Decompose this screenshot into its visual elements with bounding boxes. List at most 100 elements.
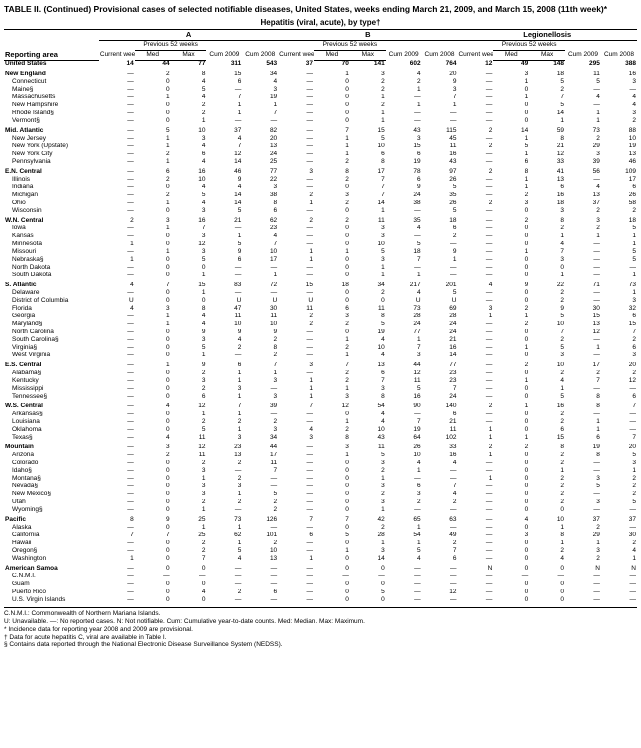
data-cell: 45 bbox=[422, 135, 458, 143]
data-cell: — bbox=[457, 264, 493, 272]
data-cell: 1 bbox=[135, 321, 171, 329]
data-cell: 7 bbox=[278, 403, 314, 411]
data-cell: — bbox=[278, 540, 314, 548]
data-cell: 2 bbox=[565, 524, 601, 532]
area-cell: Indiana bbox=[4, 184, 99, 192]
data-cell: 0 bbox=[135, 352, 171, 360]
data-cell: 5 bbox=[422, 184, 458, 192]
table-body: United States144477311543377014160276412… bbox=[4, 60, 637, 604]
data-cell: — bbox=[386, 589, 422, 597]
data-cell: 3 bbox=[278, 362, 314, 370]
area-cell: E.N. Central bbox=[4, 168, 99, 176]
data-cell: 72 bbox=[242, 282, 278, 290]
data-cell: 0 bbox=[314, 467, 350, 475]
data-cell: 14 bbox=[206, 200, 242, 208]
data-cell: 22 bbox=[242, 176, 278, 184]
data-cell: 9 bbox=[386, 184, 422, 192]
data-cell: 0 bbox=[493, 241, 529, 249]
data-cell: 2 bbox=[135, 151, 171, 159]
data-cell: — bbox=[457, 377, 493, 385]
data-cell: 5 bbox=[565, 78, 601, 86]
data-cell: 1 bbox=[350, 94, 386, 102]
data-cell: — bbox=[99, 491, 135, 499]
data-cell: 2 bbox=[493, 192, 529, 200]
data-cell: — bbox=[135, 573, 171, 581]
table-row: Pennsylvania—141425—281943—6333946 bbox=[4, 158, 637, 166]
data-cell: 2 bbox=[493, 305, 529, 313]
data-cell: 10 bbox=[529, 321, 565, 329]
data-cell: 5 bbox=[529, 393, 565, 401]
data-cell: 18 bbox=[601, 217, 637, 225]
data-cell: 0 bbox=[493, 426, 529, 434]
data-cell: 4 bbox=[242, 233, 278, 241]
data-cell: 1 bbox=[314, 452, 350, 460]
data-cell: 0 bbox=[135, 241, 171, 249]
hdr-max: Max bbox=[171, 50, 207, 60]
data-cell: 49 bbox=[422, 532, 458, 540]
data-cell: — bbox=[99, 344, 135, 352]
data-cell: 54 bbox=[386, 532, 422, 540]
hdr-c09: Cum 2009 bbox=[565, 41, 601, 61]
data-cell: 8 bbox=[314, 434, 350, 442]
data-cell: 2 bbox=[529, 297, 565, 305]
data-cell: 8 bbox=[529, 135, 565, 143]
data-cell: 3 bbox=[493, 200, 529, 208]
data-cell: — bbox=[565, 264, 601, 272]
data-cell: — bbox=[565, 411, 601, 419]
area-cell: North Carolina bbox=[4, 329, 99, 337]
data-cell: — bbox=[565, 102, 601, 110]
data-cell: U bbox=[422, 297, 458, 305]
data-cell: — bbox=[601, 589, 637, 597]
data-cell: 3 bbox=[314, 313, 350, 321]
data-cell: 1 bbox=[565, 117, 601, 125]
data-cell: 3 bbox=[386, 135, 422, 143]
data-cell: 8 bbox=[99, 516, 135, 524]
data-cell: — bbox=[99, 589, 135, 597]
data-cell: 8 bbox=[242, 344, 278, 352]
data-cell: 1 bbox=[529, 385, 565, 393]
data-cell: 4 bbox=[99, 282, 135, 290]
area-cell: Mississippi bbox=[4, 385, 99, 393]
data-cell: N bbox=[565, 565, 601, 573]
data-cell: 83 bbox=[206, 282, 242, 290]
data-cell: 3 bbox=[314, 192, 350, 200]
data-cell: 7 bbox=[242, 110, 278, 118]
table-row: C.N.M.I.——————————————— bbox=[4, 573, 637, 581]
data-cell: 1 bbox=[601, 241, 637, 249]
data-cell: 18 bbox=[422, 217, 458, 225]
data-cell: 4 bbox=[171, 94, 207, 102]
data-cell: — bbox=[99, 168, 135, 176]
data-cell: 6 bbox=[386, 151, 422, 159]
data-cell: 1 bbox=[529, 540, 565, 548]
data-cell: 0 bbox=[529, 264, 565, 272]
data-cell: — bbox=[278, 491, 314, 499]
data-cell: 0 bbox=[493, 475, 529, 483]
data-cell: 2 bbox=[386, 499, 422, 507]
data-cell: 3 bbox=[314, 444, 350, 452]
data-cell: 2 bbox=[350, 78, 386, 86]
data-cell: — bbox=[565, 86, 601, 94]
data-cell: 0 bbox=[493, 589, 529, 597]
area-cell: New England bbox=[4, 71, 99, 79]
data-cell: 1 bbox=[314, 248, 350, 256]
data-cell: 16 bbox=[422, 151, 458, 159]
data-cell: 2 bbox=[278, 217, 314, 225]
data-cell: 2 bbox=[350, 102, 386, 110]
data-cell: 0 bbox=[314, 117, 350, 125]
data-cell: 19 bbox=[350, 329, 386, 337]
data-cell: 3 bbox=[565, 547, 601, 555]
data-cell: 5 bbox=[206, 241, 242, 249]
data-cell: 1 bbox=[278, 385, 314, 393]
data-cell: 7 bbox=[601, 329, 637, 337]
table-row: Mississippi—023—11357—01—— bbox=[4, 385, 637, 393]
data-cell: — bbox=[242, 581, 278, 589]
area-cell: Alabama§ bbox=[4, 370, 99, 378]
data-cell: 44 bbox=[242, 444, 278, 452]
data-cell: N bbox=[601, 565, 637, 573]
data-cell: — bbox=[99, 444, 135, 452]
area-cell: New Mexico§ bbox=[4, 491, 99, 499]
data-cell: 5 bbox=[350, 589, 386, 597]
data-cell: 1 bbox=[314, 143, 350, 151]
hdr-med: Med bbox=[493, 50, 529, 60]
data-cell: — bbox=[278, 589, 314, 597]
